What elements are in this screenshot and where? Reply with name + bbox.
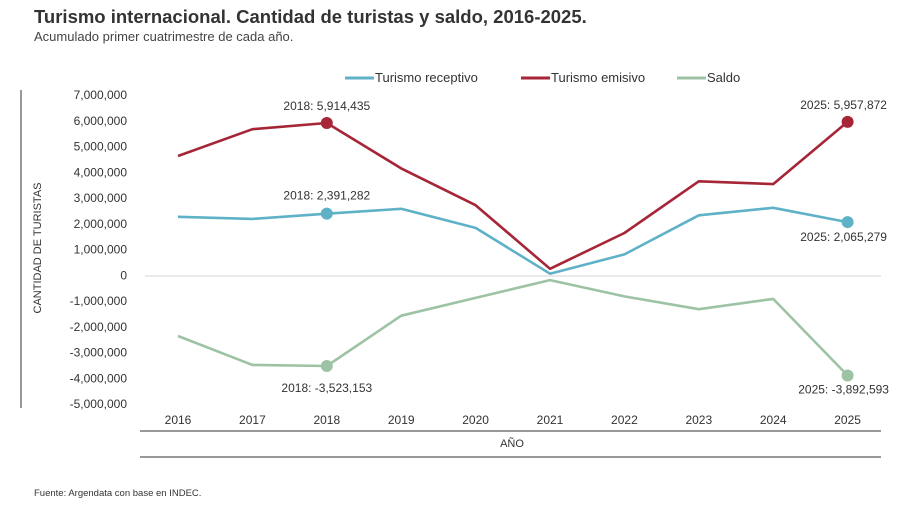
y-axis-label: CANTIDAD DE TURISTAS — [32, 183, 44, 314]
data-point-marker — [841, 115, 854, 128]
annotations: 2018: 5,914,435 2018: 2,391,282 2018: -3,5… — [281, 98, 889, 397]
x-axis-label: AÑO — [500, 437, 524, 450]
data-label: 2025: 5,957,872 — [800, 98, 887, 112]
x-tick-label: 2017 — [239, 413, 266, 427]
y-tick-label: -2,000,000 — [70, 320, 128, 334]
data-label: 2025: -3,892,593 — [798, 382, 889, 396]
y-tick-label: -5,000,000 — [70, 397, 128, 411]
y-tick-label: 5,000,000 — [74, 140, 128, 154]
x-tick-label: 2023 — [685, 413, 712, 427]
data-label: 2018: 2,391,282 — [283, 189, 370, 203]
series-line-1 — [177, 120, 849, 271]
y-tick-label: 7,000,000 — [74, 88, 128, 102]
y-tick-label: 2,000,000 — [74, 217, 128, 231]
y-tick-label: 0 — [120, 268, 127, 282]
data-label: 2018: 5,914,435 — [283, 99, 370, 113]
series-group — [177, 120, 849, 377]
x-tick-label: 2021 — [537, 413, 564, 427]
data-label: 2025: 2,065,279 — [800, 230, 887, 244]
y-tick-label: 4,000,000 — [74, 165, 128, 179]
source-note: Fuente: Argendata con base en INDEC. — [34, 488, 202, 499]
series-line-2 — [177, 278, 849, 377]
series-line-0 — [177, 206, 848, 275]
y-tick-label: 1,000,000 — [74, 243, 128, 257]
x-tick-label: 2019 — [388, 413, 415, 427]
y-tick-label: -1,000,000 — [70, 294, 128, 308]
y-tick-label: -4,000,000 — [70, 371, 128, 385]
legend-label: Saldo — [707, 70, 740, 85]
legend-label: Turismo emisivo — [551, 70, 645, 85]
chart-subtitle: Acumulado primer cuatrimestre de cada añ… — [34, 29, 294, 44]
data-point-marker — [320, 116, 333, 129]
data-point-marker — [841, 369, 854, 382]
x-tick-label: 2024 — [760, 413, 787, 427]
x-tick-label: 2025 — [834, 413, 861, 427]
data-point-marker — [320, 207, 333, 220]
x-axis-ticks: 2016 2017 2018 2019 2020 2021 2022 2023 2024 2025 — [165, 413, 862, 427]
data-label: 2018: -3,523,153 — [281, 381, 372, 395]
y-tick-label: 3,000,000 — [74, 191, 128, 205]
data-point-marker — [841, 216, 854, 229]
x-tick-label: 2022 — [611, 413, 638, 427]
legend-label: Turismo receptivo — [375, 70, 478, 85]
y-axis-ticks: 7,000,000 6,000,000 5,000,000 4,000,000 3,00… — [70, 88, 128, 411]
x-tick-label: 2016 — [165, 413, 192, 427]
y-tick-label: -3,000,000 — [70, 346, 128, 360]
legend: Turismo receptivo Turismo emisivo Saldo — [345, 70, 740, 85]
x-tick-label: 2018 — [313, 413, 340, 427]
chart-title: Turismo internacional. Cantidad de turis… — [34, 6, 587, 27]
y-tick-label: 6,000,000 — [74, 114, 128, 128]
x-tick-label: 2020 — [462, 413, 489, 427]
data-point-marker — [320, 359, 333, 372]
